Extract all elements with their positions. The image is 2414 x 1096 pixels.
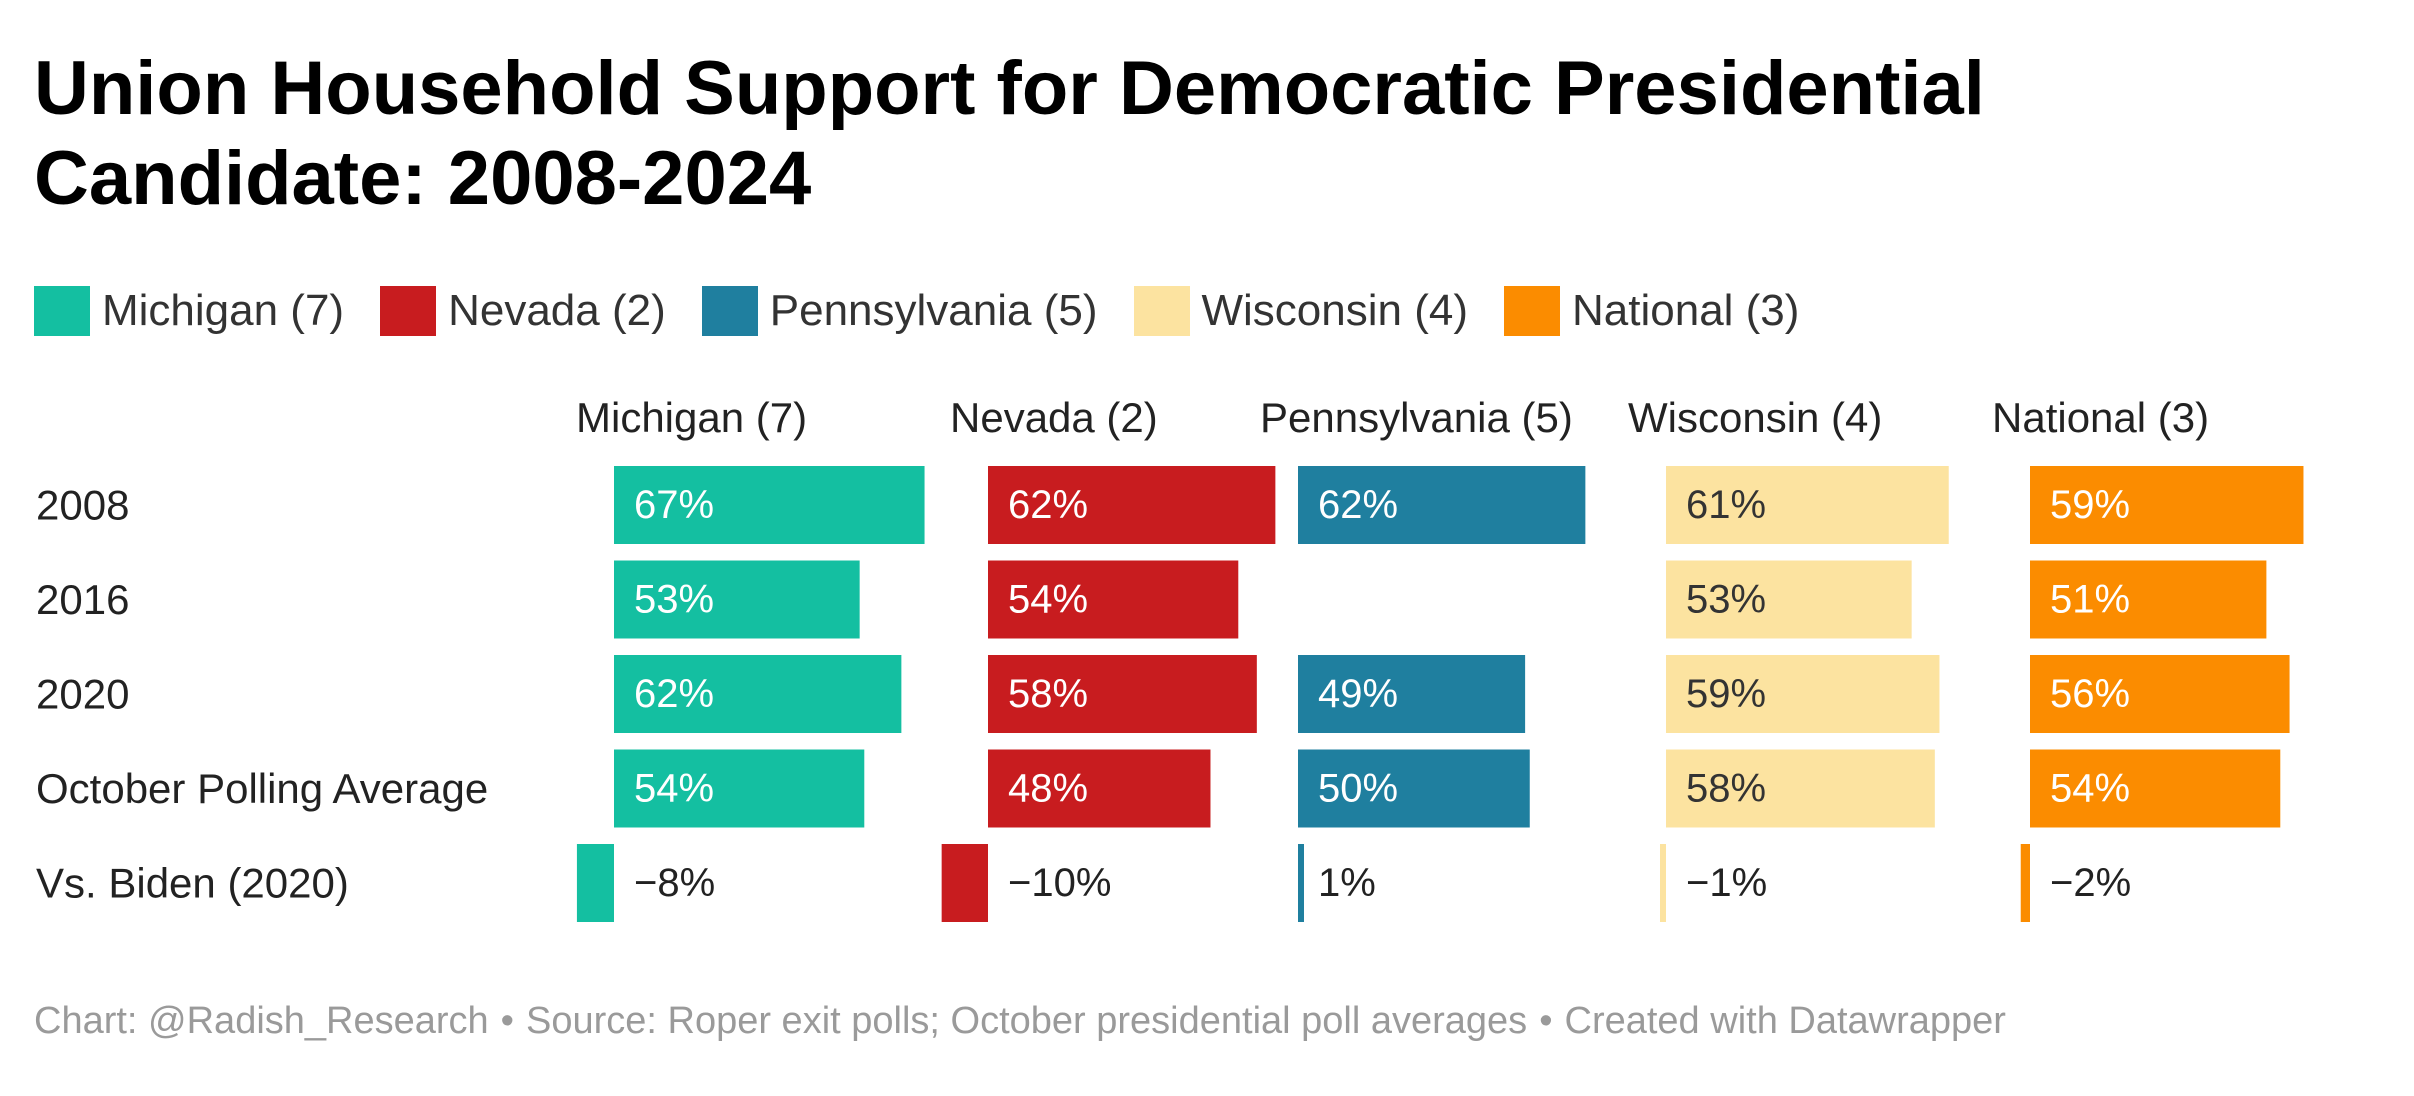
bar-michigan-7-october-polling-average (614, 749, 865, 828)
panel-header: National (3) (1992, 394, 2209, 441)
data-label: 48% (1008, 767, 1088, 811)
bar-wisconsin-4-2016 (1666, 560, 1912, 639)
data-label: 53% (1686, 578, 1766, 622)
category-label-october-polling-average: October Polling Average (36, 765, 488, 812)
data-label: 59% (2050, 483, 2130, 527)
chart-footer: Chart: @Radish_Research • Source: Roper ex… (34, 1000, 2006, 1043)
bar-nevada-2-2020 (988, 655, 1257, 733)
category-label-2016: 2016 (36, 576, 129, 623)
data-label: 49% (1318, 672, 1398, 716)
legend-item-national: National (3) (1504, 286, 1799, 336)
data-label: 67% (634, 483, 714, 527)
bar-nevada-2-vs-biden-2020 (941, 844, 988, 922)
panel-header: Wisconsin (4) (1628, 394, 1882, 441)
chart-credit: Chart: @Radish_Research (34, 1000, 489, 1042)
category-label-2008: 2008 (36, 482, 129, 529)
data-label: 62% (1008, 483, 1088, 527)
bar-nevada-2-2008 (988, 466, 1276, 544)
bar-nevada-2-2016 (988, 560, 1239, 639)
data-label: 56% (2050, 672, 2130, 716)
legend-item-pennsylvania: Pennsylvania (5) (701, 286, 1098, 336)
data-label: 54% (2050, 767, 2130, 811)
legend-swatch (380, 286, 437, 336)
data-label: 51% (2050, 578, 2130, 622)
legend: Michigan (7) Nevada (2) Pennsylvania (5)… (34, 282, 1835, 340)
bar-pennsylvania-5-2020 (1298, 655, 1526, 733)
legend-swatch (701, 286, 758, 336)
data-label: −1% (1686, 861, 1767, 905)
panel-pennsylvania-5: Pennsylvania (5) 62% 49% 50% 1% (1260, 394, 1586, 922)
bar-chart: 2008 2016 2020 October Polling Average Vs. B… (36, 394, 2304, 922)
bar-pennsylvania-5-october-polling-average (1298, 749, 1530, 828)
bar-wisconsin-4-2020 (1666, 655, 1940, 733)
footer-separator: • (1539, 1000, 1553, 1042)
bar-michigan-7-2016 (614, 560, 860, 639)
source-note: Source: Roper exit polls; October presid… (525, 1000, 1528, 1042)
data-label: 62% (1318, 483, 1398, 527)
data-label: 50% (1318, 767, 1398, 811)
legend-item-wisconsin: Wisconsin (4) (1133, 286, 1469, 336)
bar-michigan-7-2020 (614, 655, 902, 733)
legend-label: Nevada (2) (448, 286, 666, 335)
category-label-2020: 2020 (36, 671, 129, 718)
panel-michigan-7: Michigan (7) 67% 53% 62% 54% −8% (576, 394, 925, 922)
data-label: 53% (634, 578, 714, 622)
bar-national-3-vs-biden-2020 (2020, 844, 2030, 922)
bar-pennsylvania-5-2008 (1298, 466, 1586, 544)
data-label: −8% (634, 861, 715, 905)
legend-label: Wisconsin (4) (1201, 286, 1469, 335)
bar-michigan-7-2008 (614, 466, 925, 544)
data-label: 62% (634, 672, 714, 716)
panel-header: Nevada (2) (950, 394, 1158, 441)
panel-header: Pennsylvania (5) (1260, 394, 1573, 441)
category-label-vs-biden-2020: Vs. Biden (2020) (36, 860, 349, 907)
legend-label: National (3) (1572, 286, 1800, 335)
bar-national-3-2016 (2030, 560, 2267, 639)
bar-national-3-october-polling-average (2030, 749, 2281, 828)
data-label: −10% (1008, 861, 1111, 905)
legend-swatch (34, 286, 90, 336)
bar-wisconsin-4-october-polling-average (1666, 749, 1935, 828)
legend-item-nevada: Nevada (2) (380, 286, 666, 336)
legend-swatch (1133, 286, 1190, 336)
data-label: 58% (1008, 672, 1088, 716)
data-label: 54% (634, 767, 714, 811)
bar-wisconsin-4-vs-biden-2020 (1660, 844, 1666, 922)
bar-national-3-2008 (2030, 466, 2304, 544)
legend-label: Pennsylvania (5) (769, 286, 1098, 335)
data-label: 58% (1686, 767, 1766, 811)
panel-national-3: National (3) 59% 51% 56% 54% −2% (1992, 394, 2304, 922)
chart-title: Union Household Support for Democratic P… (34, 46, 1985, 221)
created-with: Created with Datawrapper (1564, 1000, 2006, 1042)
legend-swatch (1504, 286, 1560, 336)
legend-item-michigan: Michigan (7) (34, 286, 344, 336)
data-label: 59% (1686, 672, 1766, 716)
bar-wisconsin-4-2008 (1666, 466, 1949, 544)
data-label: 61% (1686, 483, 1766, 527)
footer-separator: • (500, 1000, 514, 1042)
legend-label: Michigan (7) (102, 286, 345, 335)
panel-wisconsin-4: Wisconsin (4) 61% 53% 59% 58% −1% (1628, 394, 1949, 922)
data-label: 1% (1318, 861, 1376, 905)
bar-nevada-2-october-polling-average (988, 749, 1211, 828)
data-label: −2% (2050, 861, 2131, 905)
bar-national-3-2020 (2030, 655, 2290, 733)
bar-michigan-7-vs-biden-2020 (576, 844, 614, 922)
bar-pennsylvania-5-vs-biden-2020 (1298, 844, 1304, 922)
panel-nevada-2: Nevada (2) 62% 54% 58% 48% −10% (941, 394, 1276, 922)
panel-header: Michigan (7) (576, 394, 807, 441)
data-label: 54% (1008, 578, 1088, 622)
